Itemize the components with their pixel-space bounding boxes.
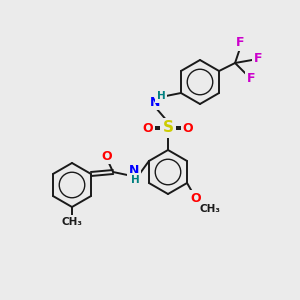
Text: F: F xyxy=(254,52,262,65)
Text: O: O xyxy=(191,191,201,205)
Text: H: H xyxy=(157,91,165,101)
Text: CH₃: CH₃ xyxy=(61,217,82,227)
Text: S: S xyxy=(163,121,173,136)
Text: CH₃: CH₃ xyxy=(200,204,220,214)
Text: O: O xyxy=(183,122,193,134)
Text: O: O xyxy=(102,149,112,163)
Text: N: N xyxy=(150,95,160,109)
Text: F: F xyxy=(236,37,244,50)
Text: H: H xyxy=(131,175,140,185)
Text: O: O xyxy=(143,122,153,134)
Text: N: N xyxy=(129,164,139,178)
Text: F: F xyxy=(247,73,255,85)
